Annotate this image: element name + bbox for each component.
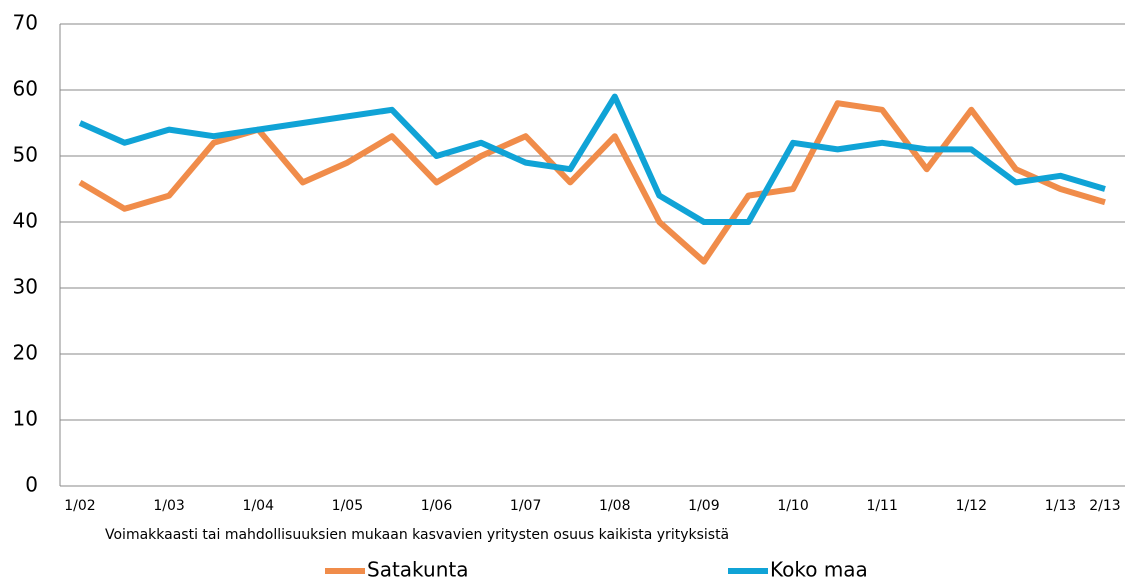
- y-tick-label: 20: [13, 341, 38, 365]
- x-tick-label: 1/08: [599, 498, 630, 514]
- x-axis-title: Voimakkaasti tai mahdollisuuksien mukaan…: [105, 527, 729, 543]
- x-tick-label: 1/10: [777, 498, 808, 514]
- x-tick-label: 1/12: [956, 498, 987, 514]
- x-tick-label: 1/05: [332, 498, 363, 514]
- x-tick-label: 1/07: [510, 498, 541, 514]
- y-tick-label: 70: [13, 11, 38, 35]
- series-line: [78, 100, 1106, 265]
- x-tick-label: 2/13: [1089, 498, 1120, 514]
- y-tick-label: 60: [13, 77, 38, 101]
- series-line: [78, 93, 1106, 225]
- legend-label: Koko maa: [770, 558, 868, 581]
- y-tick-label: 50: [13, 143, 38, 167]
- x-tick-label: 1/04: [243, 498, 275, 514]
- x-tick-label: 1/11: [866, 498, 897, 514]
- y-tick-label: 10: [13, 407, 38, 431]
- legend-label: Satakunta: [367, 558, 468, 581]
- x-tick-label: 1/09: [688, 498, 719, 514]
- x-tick-label: 1/06: [421, 498, 453, 514]
- x-tick-label: 1/13: [1045, 498, 1076, 514]
- x-tick-label: 1/02: [64, 498, 95, 514]
- y-tick-label: 0: [25, 473, 38, 497]
- y-tick-label: 30: [13, 275, 38, 299]
- y-tick-label: 40: [13, 209, 38, 233]
- x-tick-label: 1/03: [153, 498, 184, 514]
